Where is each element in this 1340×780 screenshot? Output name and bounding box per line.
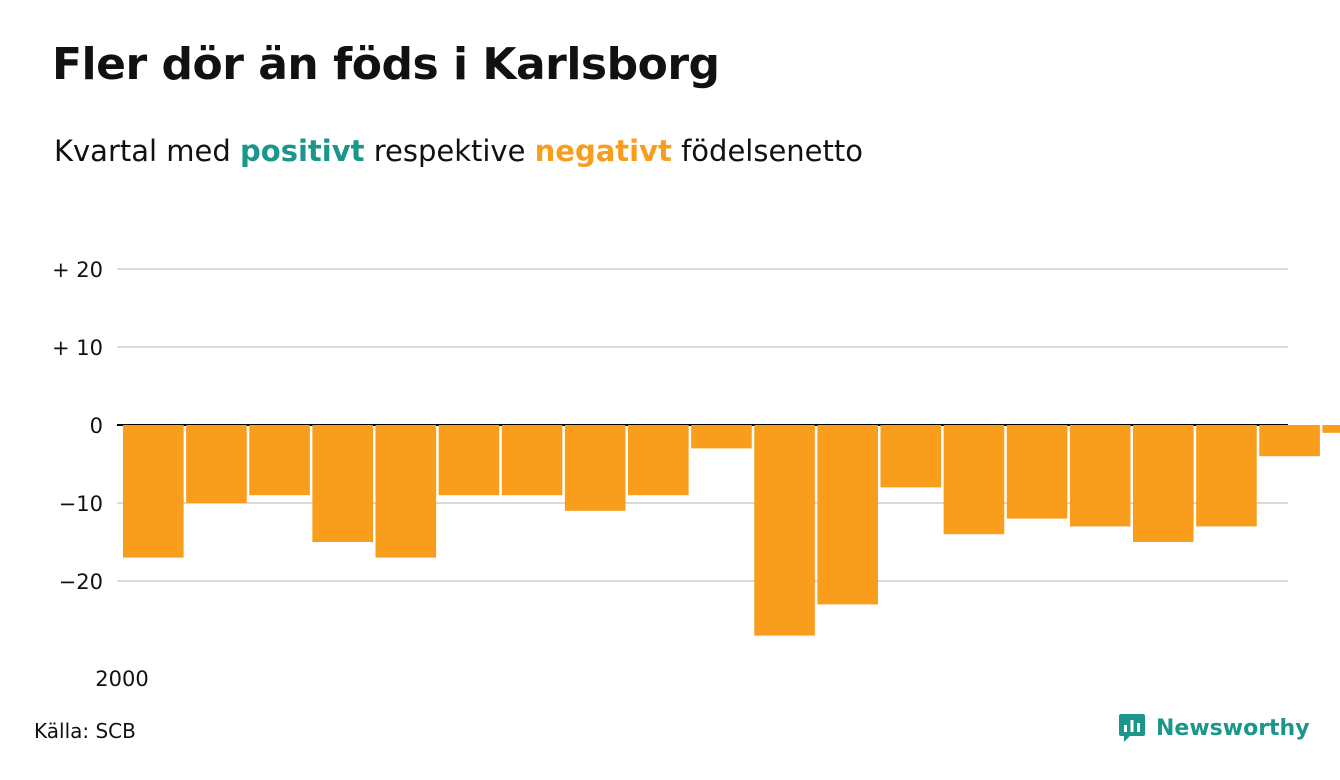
brand-name: Newsworthy xyxy=(1156,715,1310,741)
subtitle-positive-label: positivt xyxy=(240,134,365,168)
bar-chart: + 20 + 10 0 −10 −20 20002005201020152020 xyxy=(52,258,1340,691)
x-axis-ticks: 20002005201020152020 xyxy=(95,667,148,691)
bar-negative xyxy=(249,425,310,496)
newsworthy-logo-icon xyxy=(1119,714,1145,742)
bar-negative xyxy=(691,425,752,449)
chart-title: Fler dör än föds i Karlsborg xyxy=(52,39,720,90)
y-tick-label: −10 xyxy=(59,492,103,516)
bar-negative xyxy=(375,425,437,558)
bar-negative xyxy=(817,425,878,605)
subtitle-middle: respektive xyxy=(373,134,526,168)
subtitle-suffix: födelsenetto xyxy=(681,134,863,168)
bar-negative xyxy=(312,425,373,542)
bar-negative xyxy=(628,425,689,496)
bar-negative xyxy=(1069,425,1131,527)
bar-negative xyxy=(438,425,500,496)
y-axis-ticks: + 20 + 10 0 −10 −20 xyxy=(52,258,103,594)
y-tick-label: −20 xyxy=(59,570,103,594)
bar-negative xyxy=(1259,425,1320,457)
bar-negative xyxy=(1322,425,1340,433)
bar-negative xyxy=(1196,425,1257,527)
bar-series xyxy=(123,425,1340,636)
bar-negative xyxy=(564,425,626,511)
x-tick-label: 2000 xyxy=(95,667,148,691)
bar-negative xyxy=(880,425,942,488)
subtitle-negative-label: negativt xyxy=(534,134,672,168)
bar-negative xyxy=(1006,425,1068,519)
y-tick-label: + 10 xyxy=(52,336,103,360)
bar-negative xyxy=(943,425,1005,535)
y-tick-label: + 20 xyxy=(52,258,103,282)
y-tick-label: 0 xyxy=(90,414,103,438)
chart-subtitle: Kvartal med positivt respektive negativt… xyxy=(54,134,863,169)
subtitle-prefix: Kvartal med xyxy=(54,134,231,168)
bar-negative xyxy=(501,425,563,496)
bar-negative xyxy=(123,425,184,558)
bar-negative xyxy=(1133,425,1194,542)
source-note: Källa: SCB xyxy=(34,719,136,743)
bar-negative xyxy=(754,425,815,636)
brand: Newsworthy xyxy=(1118,712,1310,744)
bar-negative xyxy=(186,425,247,503)
